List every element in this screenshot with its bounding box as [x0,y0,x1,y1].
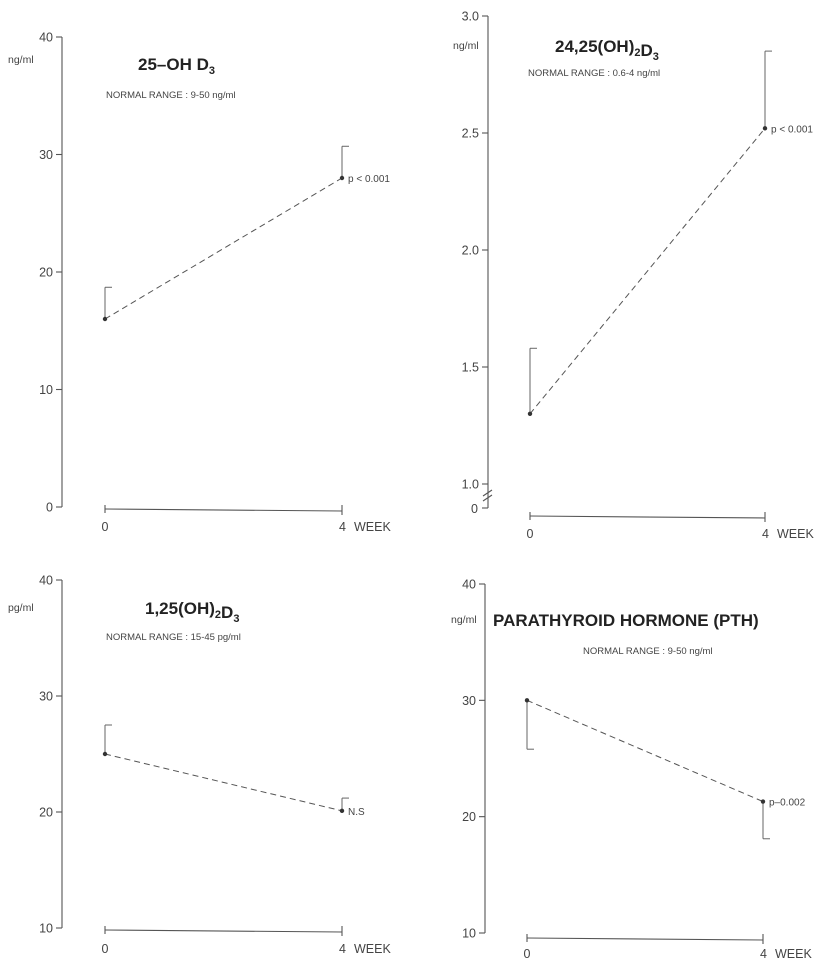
panel4-chart-subtitle: NORMAL RANGE : 9-50 ng/ml [583,646,713,657]
panel3-x-tick-label: 0 [102,942,109,956]
panel3-data-point [339,808,345,814]
panel1-chart-title: 25–OH D3 [138,55,215,77]
panel4-data-point [524,698,530,703]
panel2-y-tick-label: 3.0 [462,10,479,24]
panel3-x-tick-label: 4 [339,942,346,956]
panel3-chart-title: 1,25(OH)2D3 [145,599,239,625]
panel1-y-tick-label: 30 [39,148,53,162]
panel2-chart-title: 24,25(OH)2D3 [555,37,659,63]
panel1-x-axis-label: WEEK [354,520,391,534]
panel4-y-tick-label: 30 [462,694,476,708]
panel1-chart-subtitle: NORMAL RANGE : 9-50 ng/ml [106,90,236,101]
panel1-y-tick-label: 40 [39,31,53,45]
panel2-significance-label: p < 0.001 [771,124,813,135]
panel4-y-tick-label: 20 [462,810,476,824]
panel3-y-tick-label: 30 [39,690,53,704]
panel2-x-tick-label: 0 [527,527,534,541]
panel3-y-unit-label: pg/ml [8,602,34,614]
panel4-y-tick-label: 10 [462,927,476,941]
panel2-x-tick-label: 4 [762,527,769,541]
panel3-x-axis [104,929,343,933]
panel4-x-tick-label: 0 [524,947,531,961]
panel2-data-point [762,126,768,131]
panel2-y-unit-label: ng/ml [453,40,479,52]
panel3-significance-label: N.S [348,807,365,818]
panel3-x-axis-label: WEEK [354,942,391,956]
panel2-y-tick-label: 1.0 [462,478,479,492]
panel4-series-line [526,699,764,803]
panel1-data-point [339,175,345,181]
panel3-y-tick-label: 10 [39,922,53,936]
panel3-data-point [102,751,108,757]
panel4-y-tick-label: 40 [462,578,476,592]
panel3-chart-subtitle: NORMAL RANGE : 15-45 pg/ml [106,632,241,643]
panel4-x-axis [526,937,764,941]
panel1-x-axis [104,508,343,512]
panel4-data-point [760,799,766,804]
panel2-series-line [529,128,766,415]
panel1-x-tick-label: 0 [102,520,109,534]
panel2-y-tick-label-zero: 0 [471,502,478,516]
panel3-series-line [104,753,343,812]
panel1-y-tick-label: 20 [39,266,53,280]
panel1-y-tick-label: 10 [39,383,53,397]
panel2-x-axis [529,515,766,519]
panel2-chart-subtitle: NORMAL RANGE : 0.6-4 ng/ml [528,68,660,79]
panel4-y-unit-label: ng/ml [451,614,477,626]
panel2-x-axis-label: WEEK [777,527,814,541]
panel1-y-unit-label: ng/ml [8,54,34,66]
panel4-x-axis-label: WEEK [775,947,812,961]
panel1-series-line [104,177,343,320]
panel4-significance-label: p–0.002 [769,798,806,809]
panel2-axis-break-mark [482,489,493,502]
panel4-x-tick-label: 4 [760,947,767,961]
panel2-y-tick-label: 2.5 [462,127,479,141]
panel1-significance-label: p < 0.001 [348,174,390,185]
panel2-y-tick-label: 2.0 [462,244,479,258]
panel3-y-tick-label: 20 [39,806,53,820]
panel2-data-point [527,411,533,416]
panel3-y-tick-label: 40 [39,574,53,588]
panel4-chart-title: PARATHYROID HORMONE (PTH) [493,611,759,630]
panel1-y-tick-label: 0 [46,501,53,515]
panel1-x-tick-label: 4 [339,520,346,534]
panel1-data-point [102,316,108,322]
panel2-y-tick-label: 1.5 [462,361,479,375]
